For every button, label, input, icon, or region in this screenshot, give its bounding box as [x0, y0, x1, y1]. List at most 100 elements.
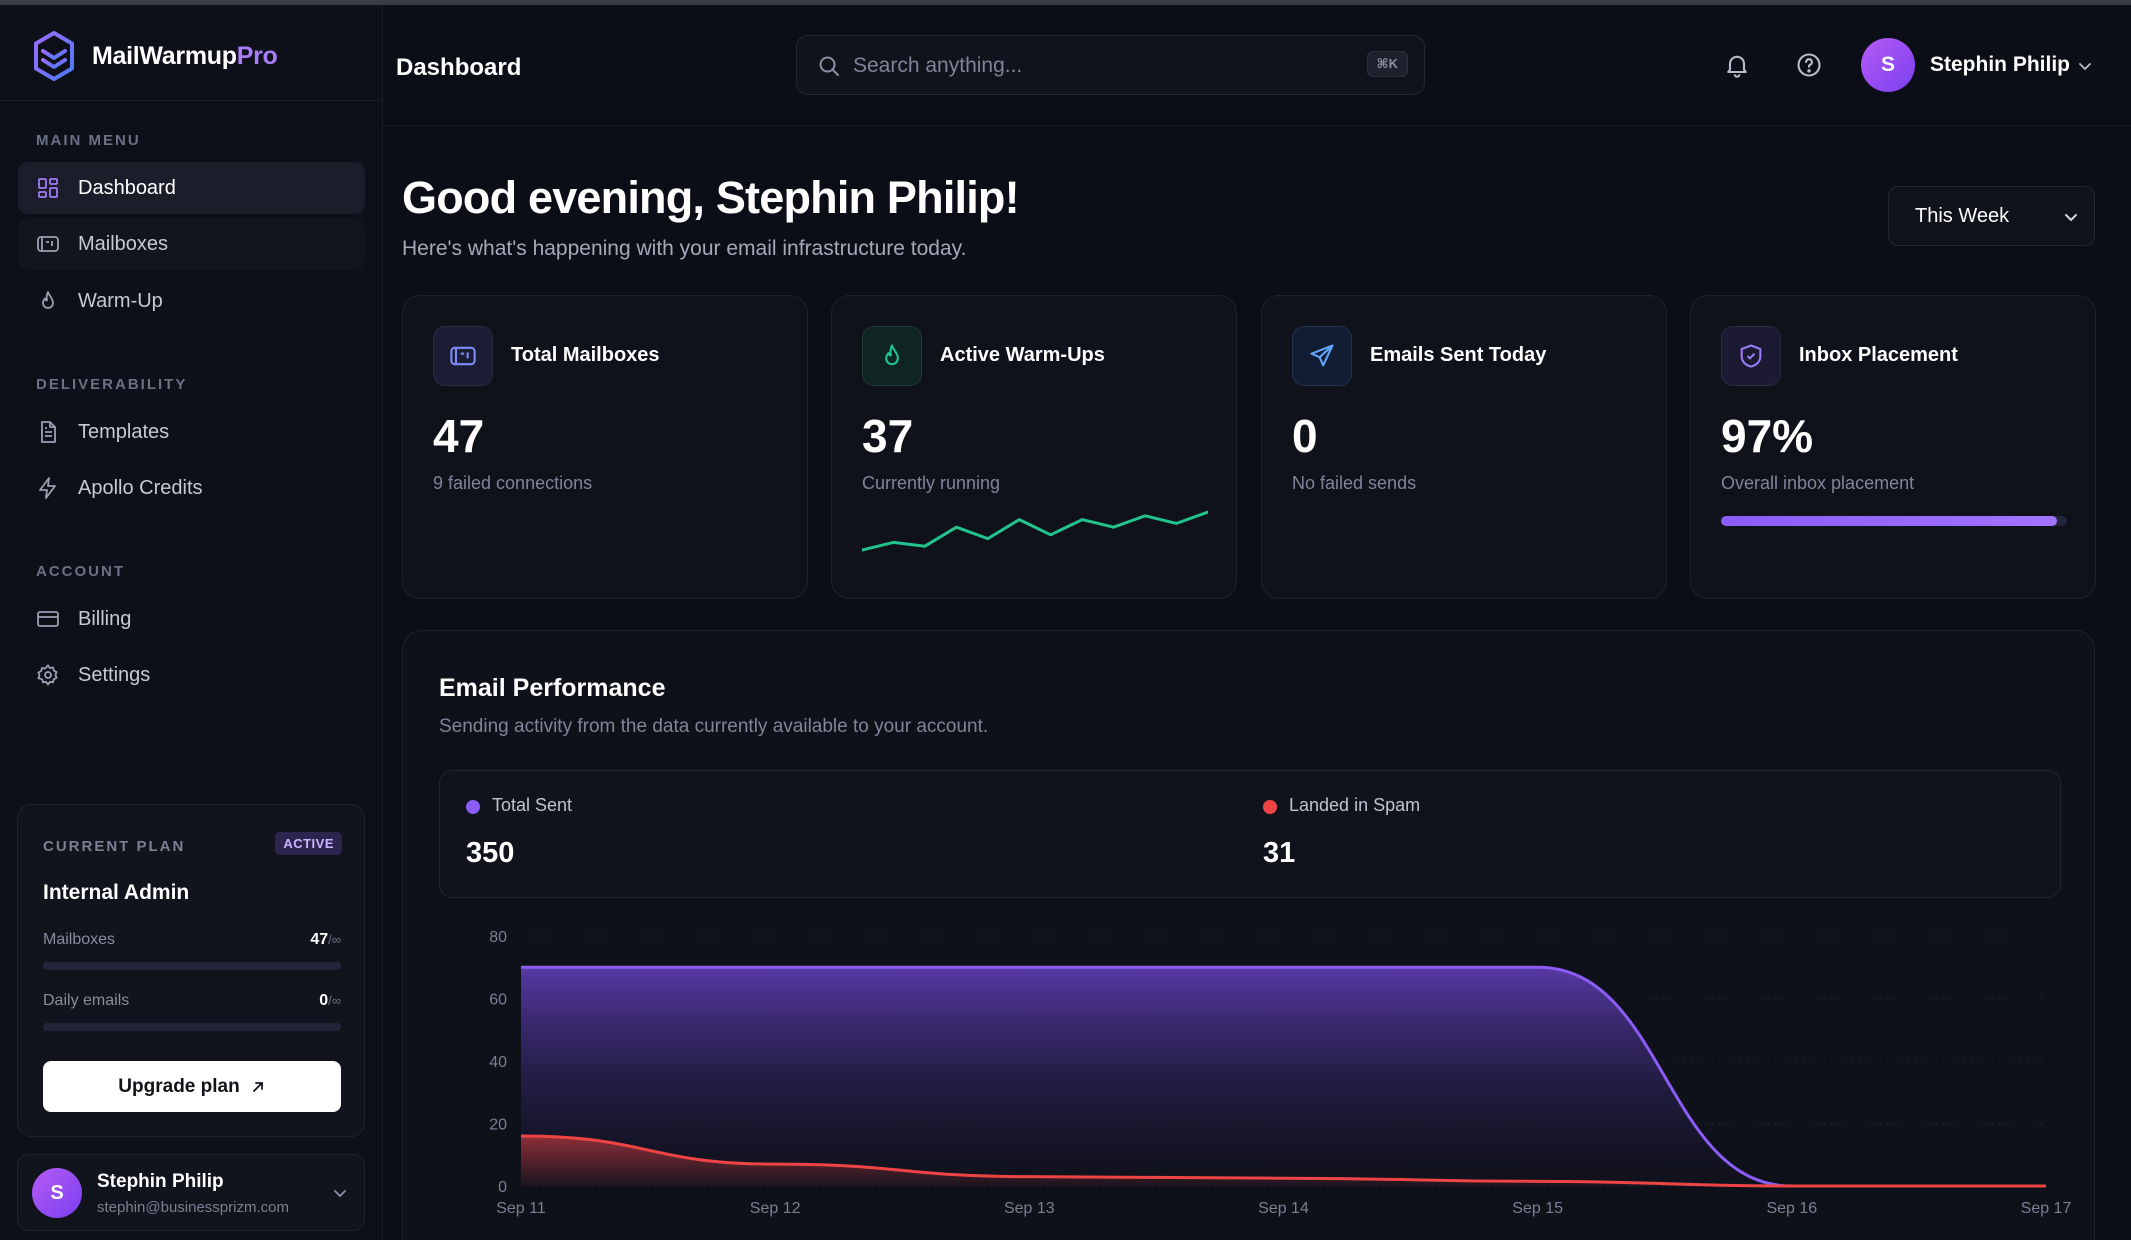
plan-mailboxes-bar — [43, 962, 341, 970]
stat-title: Active Warm-Ups — [940, 344, 1105, 366]
shortcut-hint: ⌘K — [1366, 51, 1408, 77]
plan-daily-value: 0/∞ — [319, 992, 341, 1009]
flame-icon — [885, 344, 899, 366]
date-range-value: This Week — [1915, 204, 2010, 227]
sidebar-item-settings[interactable]: Settings — [18, 649, 365, 701]
header-avatar[interactable]: S — [1861, 38, 1915, 92]
mailbox-icon — [450, 346, 476, 366]
performance-subtitle: Sending activity from the data currently… — [439, 716, 989, 737]
plan-daily-bar — [43, 1023, 341, 1031]
sidebar-item-label: Templates — [78, 420, 170, 443]
chart-legend: Total Sent 350 Landed in Spam 31 — [439, 770, 2061, 898]
legend-value: 31 — [1263, 837, 1296, 869]
x-tick-label: Sep 16 — [1766, 1200, 1817, 1217]
plan-daily-row: Daily emails 0/∞ — [43, 992, 341, 1010]
stat-subtext: Overall inbox placement — [1721, 473, 1915, 493]
stat-card-emails-sent: Emails Sent Today 0 No failed sends — [1261, 295, 1667, 599]
y-tick-label: 60 — [489, 992, 507, 1009]
x-tick-label: Sep 17 — [2021, 1200, 2072, 1217]
stat-subtext: 9 failed connections — [433, 473, 593, 493]
sidebar-item-apollo-credits[interactable]: Apollo Credits — [18, 462, 365, 514]
greeting-subtitle: Here's what's happening with your email … — [402, 237, 967, 260]
sidebar-item-label: Mailboxes — [78, 232, 169, 255]
stat-icon-wrapper — [1721, 326, 1781, 386]
chevron-down-icon[interactable] — [2075, 56, 2095, 76]
arrow-up-right-icon — [252, 1081, 263, 1092]
section-main-menu: MAIN MENU — [36, 132, 141, 149]
plan-mailboxes-label: Mailboxes — [43, 931, 116, 948]
grid-icon — [38, 178, 58, 198]
performance-title: Email Performance — [439, 674, 666, 702]
bell-icon[interactable] — [1723, 51, 1751, 79]
brand[interactable]: MailWarmupPro — [32, 27, 278, 85]
x-tick-label: Sep 11 — [496, 1200, 546, 1217]
chevron-down-icon — [2065, 214, 2077, 222]
legend-name: Landed in Spam — [1289, 795, 1421, 815]
plan-daily-label: Daily emails — [43, 992, 130, 1009]
y-tick-label: 80 — [489, 929, 507, 946]
stat-icon-wrapper — [1292, 326, 1352, 386]
series-landed-in-spam-area — [521, 1136, 2046, 1186]
upgrade-plan-button[interactable]: Upgrade plan — [43, 1061, 341, 1112]
stat-value: 47 — [433, 410, 485, 462]
date-range-select[interactable]: This Week — [1888, 186, 2095, 246]
sidebar-item-label: Apollo Credits — [78, 476, 203, 499]
x-tick-label: Sep 13 — [1004, 1200, 1055, 1217]
section-account: ACCOUNT — [36, 563, 125, 580]
stat-subtext: Currently running — [862, 473, 1001, 493]
brand-name: MailWarmupPro — [92, 41, 278, 70]
legend-name: Total Sent — [492, 795, 573, 815]
hexagon-logo-icon — [34, 31, 74, 81]
header-user-name[interactable]: Stephin Philip — [1930, 53, 2070, 76]
help-icon[interactable] — [1795, 51, 1823, 79]
divider — [0, 100, 383, 101]
y-tick-label: 0 — [498, 1179, 507, 1196]
user-email: stephin@businessprizm.com — [97, 1199, 289, 1216]
stat-icon-wrapper — [862, 326, 922, 386]
credit-card-icon — [37, 611, 59, 627]
sidebar-item-warm-up[interactable]: Warm-Up — [18, 275, 365, 327]
sidebar-item-label: Warm-Up — [78, 289, 163, 312]
stat-card-total-mailboxes: Total Mailboxes 47 9 failed connections — [402, 295, 808, 599]
warmup-sparkline — [862, 510, 1208, 552]
search-input[interactable] — [853, 48, 1313, 84]
plan-mailboxes-value: 47/∞ — [310, 931, 341, 948]
series-landed-in-spam-line — [520, 1134, 2046, 1188]
current-plan-card: CURRENT PLAN ACTIVE Internal Admin Mailb… — [17, 804, 365, 1137]
stat-value: 0 — [1292, 410, 1318, 462]
series-total-sent-area — [521, 967, 2046, 1186]
section-deliverability: DELIVERABILITY — [36, 376, 188, 393]
search-bar[interactable]: ⌘K — [796, 35, 1425, 95]
user-menu[interactable]: S Stephin Philip stephin@businessprizm.c… — [17, 1154, 365, 1231]
plan-name: Internal Admin — [43, 881, 190, 904]
stat-subtext: No failed sends — [1292, 473, 1417, 493]
legend-dot — [1263, 800, 1277, 814]
sidebar-item-templates[interactable]: Templates — [18, 406, 365, 458]
chevron-down-icon — [334, 1190, 346, 1198]
search-icon — [819, 56, 839, 76]
gear-icon — [37, 664, 58, 686]
sidebar-item-label: Dashboard — [78, 176, 176, 199]
plan-mailboxes-row: Mailboxes 47/∞ — [43, 931, 341, 949]
top-header: Dashboard ⌘K S Stephin Philip — [383, 5, 2131, 126]
status-badge: ACTIVE — [275, 832, 342, 855]
sidebar-item-dashboard[interactable]: Dashboard — [18, 162, 365, 214]
stat-title: Inbox Placement — [1799, 344, 1958, 366]
document-icon — [41, 421, 56, 443]
stat-value: 97% — [1721, 410, 1814, 462]
sidebar-item-label: Billing — [78, 607, 132, 630]
sidebar-item-billing[interactable]: Billing — [18, 593, 365, 645]
sparkline-path — [862, 510, 1208, 552]
lightning-icon — [39, 477, 56, 499]
send-icon — [1310, 344, 1334, 367]
stat-title: Emails Sent Today — [1370, 344, 1547, 366]
flame-icon — [42, 291, 54, 309]
inbox-placement-fill — [1721, 516, 2057, 526]
stat-icon-wrapper — [433, 326, 493, 386]
sidebar: MailWarmupPro MAIN MENU Dashboard Mailbo… — [0, 5, 383, 1240]
inbox-placement-bar — [1721, 516, 2067, 526]
greeting-heading: Good evening, Stephin Philip! — [402, 172, 1020, 223]
page-title: Dashboard — [396, 54, 522, 81]
sidebar-item-mailboxes[interactable]: Mailboxes — [18, 218, 365, 270]
stat-card-inbox-placement: Inbox Placement 97% Overall inbox placem… — [1690, 295, 2096, 599]
